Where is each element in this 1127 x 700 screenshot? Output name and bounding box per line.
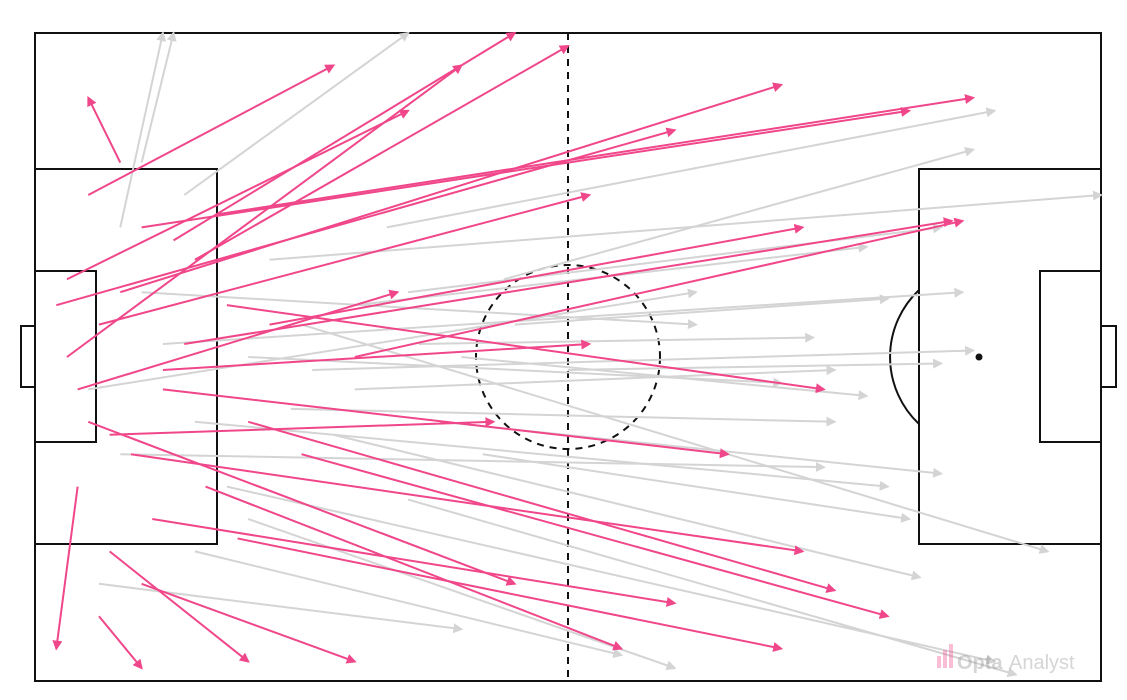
pass-arrow — [162, 287, 965, 346]
penalty-area-left — [34, 168, 218, 545]
pass-arrow — [162, 339, 592, 371]
pass-arrow — [130, 453, 805, 556]
pass-arrow — [247, 420, 837, 593]
pass-arrow — [87, 96, 122, 164]
pass-arrow — [503, 146, 976, 281]
pass-arrow — [354, 365, 837, 391]
pass-arrow — [183, 31, 410, 196]
pass-arrow — [269, 223, 805, 326]
pass-arrow — [407, 498, 1018, 678]
centre-circle — [475, 264, 661, 450]
pass-arrow — [247, 518, 677, 671]
watermark: Opta Analyst — [937, 644, 1075, 674]
pass-arrow — [98, 192, 592, 326]
pass-arrow — [184, 217, 954, 346]
pass-arrow — [87, 64, 336, 196]
pass-arrow — [301, 453, 890, 619]
logo-bar — [943, 650, 947, 668]
pass-arrow — [87, 420, 517, 586]
pass-arrow — [88, 288, 698, 391]
pass-arrow — [77, 289, 400, 391]
pass-arrow — [120, 453, 826, 473]
pass-arrow — [407, 223, 944, 294]
pitch-markings — [20, 32, 1117, 682]
pass-arrow — [418, 332, 816, 346]
pass-arrow — [216, 94, 976, 216]
pass-arrow — [194, 44, 570, 261]
pass-arrow — [290, 407, 837, 427]
pass-arrow — [141, 107, 912, 229]
pass-arrow — [152, 518, 677, 607]
watermark-product: Analyst — [1009, 652, 1075, 674]
pass-arrow — [119, 82, 784, 294]
pass-arrow — [173, 31, 517, 242]
logo-bar — [937, 656, 941, 668]
pass-arrow — [162, 388, 730, 459]
penalty-spot-right — [975, 353, 983, 361]
pass-arrow — [194, 550, 624, 659]
pass-arrow — [141, 582, 357, 664]
pass-arrow — [98, 582, 464, 634]
pass-arrow — [109, 417, 496, 436]
pass-arrow — [301, 323, 1050, 554]
pass-arrow — [140, 31, 177, 163]
watermark-brand: Opta — [957, 652, 1003, 674]
pass-arrow — [237, 537, 784, 652]
pass-arrow — [333, 433, 922, 581]
pass-arrow — [194, 420, 890, 491]
arrows — [52, 31, 1103, 678]
pass-arrow — [269, 190, 1103, 261]
pass-arrow — [119, 31, 167, 228]
logo-bar — [949, 644, 953, 668]
pass-arrow — [482, 453, 912, 523]
pass-arrow — [66, 64, 464, 358]
pass-arrow — [205, 485, 624, 651]
pass-arrow — [514, 294, 890, 326]
pass-arrow — [354, 217, 965, 358]
pass-arrow — [567, 358, 944, 371]
goal-left — [20, 325, 36, 388]
pass-arrow — [312, 345, 976, 371]
penalty-arc-right — [889, 289, 920, 425]
goal-right — [1100, 325, 1117, 388]
pass-arrow — [66, 109, 410, 281]
pass-arrow — [386, 107, 997, 229]
pass-arrow — [98, 615, 143, 670]
pass-arrow — [52, 486, 79, 651]
pass-arrow — [108, 550, 250, 663]
six-yard-box-right — [1039, 270, 1102, 443]
